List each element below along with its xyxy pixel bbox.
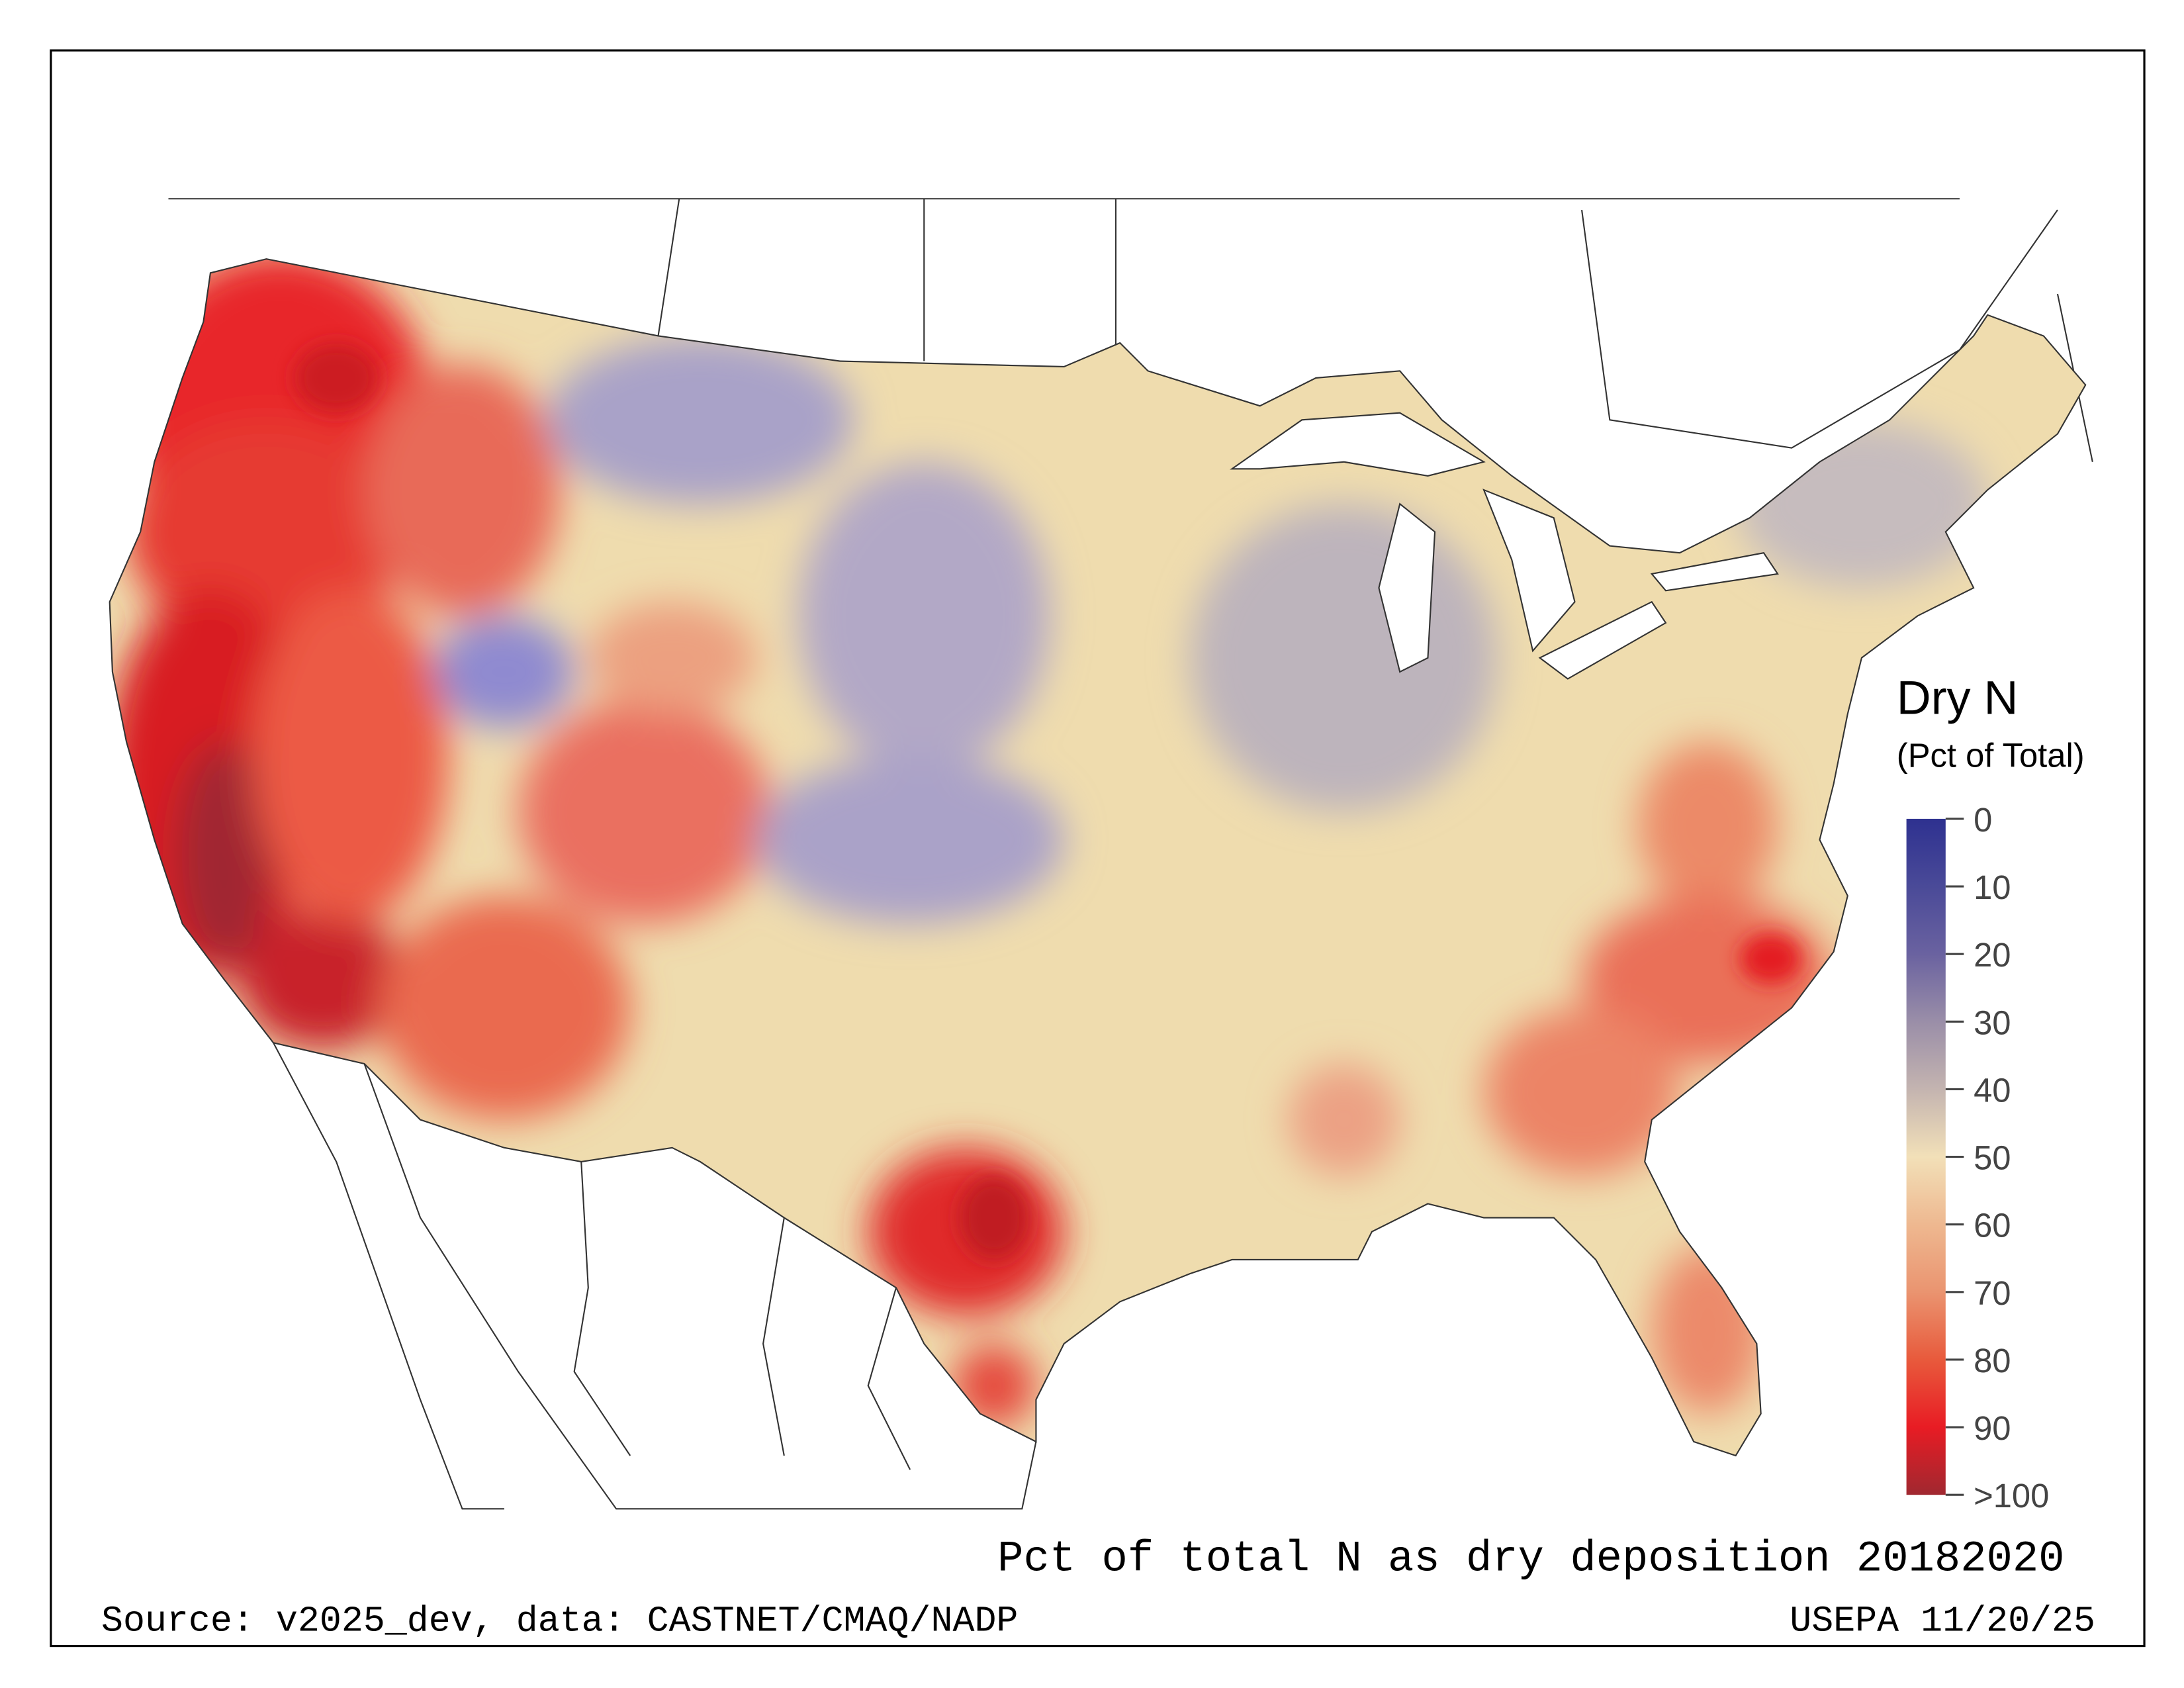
legend-tick-label: 20 — [1974, 936, 2011, 974]
region-wa-hotspot — [294, 343, 379, 413]
legend-colorbar — [1906, 818, 1946, 1495]
legend-tick-label: 50 — [1974, 1139, 2011, 1177]
region-nevada-high — [252, 588, 449, 924]
region-dakotas-low — [797, 461, 1050, 770]
figure-title: Pct of total N as dry deposition 2018202… — [997, 1534, 2064, 1583]
region-nc-hotspot — [1739, 933, 1802, 984]
legend-ticks: 0 10 20 30 40 50 60 70 80 90 >100 — [1945, 801, 2049, 1515]
lake-superior — [1230, 412, 1486, 477]
legend-tick-label: 60 — [1974, 1207, 2011, 1244]
region-mississippi-mixed — [1288, 1063, 1400, 1176]
legend-tick-label: 40 — [1974, 1071, 2011, 1109]
region-wyoming-mixed — [588, 602, 756, 714]
region-central-valley-max — [175, 741, 274, 966]
legend-tick-label: 80 — [1974, 1342, 2011, 1380]
region-montana-low — [546, 336, 854, 504]
region-great-basin-low — [434, 616, 574, 728]
legend-tick-label: 90 — [1974, 1409, 2011, 1447]
legend-tick-label: 0 — [1974, 801, 1992, 839]
region-arizona-high — [378, 896, 631, 1120]
us-map — [109, 258, 2087, 1457]
neighbor-borders — [168, 198, 2093, 1510]
color-legend: Dry N (Pct of Total) 0 10 20 30 40 50 60 70 80 90… — [1897, 671, 2085, 1515]
lake-michigan — [1378, 502, 1436, 673]
region-kansas-low — [756, 755, 1064, 924]
great-lakes — [1230, 412, 1779, 680]
legend-tick-label: 30 — [1974, 1004, 2011, 1041]
region-georgia-high — [1484, 1008, 1680, 1176]
credit-note: USEPA 11/20/25 — [1790, 1600, 2095, 1642]
lake-huron — [1482, 489, 1576, 653]
lake-ontario — [1650, 552, 1779, 592]
legend-tick-label: 70 — [1974, 1274, 2011, 1312]
region-oregon-high — [126, 420, 406, 644]
legend-tick-label: >100 — [1974, 1477, 2049, 1515]
region-texas-hotspot — [959, 1176, 1029, 1260]
legend-title: Dry N — [1897, 671, 2019, 724]
region-upper-midwest-low — [1190, 504, 1498, 812]
conus-border — [109, 258, 2087, 1457]
deposition-field — [109, 259, 1988, 1428]
region-utah-colorado-mixed — [518, 700, 770, 924]
legend-subtitle: (Pct of Total) — [1897, 737, 2085, 774]
legend-tick-label: 10 — [1974, 868, 2011, 906]
region-idaho-mixed — [364, 363, 561, 616]
region-socal-high — [238, 910, 406, 1050]
lake-erie — [1538, 600, 1667, 680]
region-virginia-high — [1637, 741, 1778, 910]
source-note: Source: v2025_dev, data: CASTNET/CMAQ/NA… — [101, 1600, 1018, 1642]
